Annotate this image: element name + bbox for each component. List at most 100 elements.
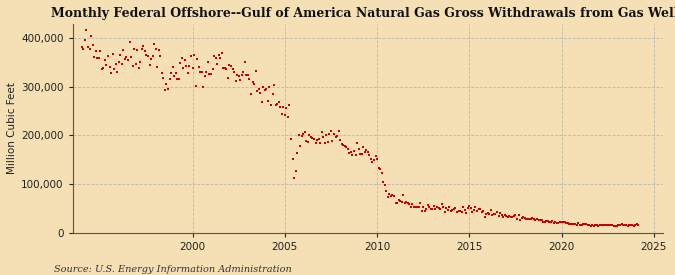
Point <box>101 63 112 67</box>
Point <box>497 214 508 219</box>
Point <box>542 219 553 223</box>
Point <box>535 218 545 222</box>
Point <box>607 223 618 227</box>
Point <box>375 167 385 171</box>
Point <box>230 79 241 84</box>
Point <box>464 204 475 208</box>
Point <box>370 154 381 158</box>
Point <box>317 129 327 134</box>
Point <box>566 221 576 226</box>
Point <box>325 129 336 134</box>
Point <box>568 222 579 226</box>
Point <box>587 223 598 227</box>
Point <box>229 70 240 74</box>
Point <box>279 112 290 117</box>
Point <box>172 77 183 81</box>
Point <box>244 77 255 82</box>
Point <box>468 208 479 212</box>
Point <box>495 211 506 215</box>
Point <box>406 204 416 209</box>
Point <box>307 136 318 141</box>
Point <box>144 63 155 67</box>
Point <box>466 205 477 210</box>
Point <box>513 213 524 217</box>
Point <box>564 222 574 226</box>
Point <box>512 216 522 221</box>
Point <box>341 145 352 149</box>
Point <box>439 210 450 215</box>
Point <box>189 53 200 57</box>
Point <box>213 53 224 57</box>
Point <box>485 208 496 212</box>
Point <box>597 223 608 227</box>
Point <box>381 189 392 193</box>
Point <box>293 133 304 137</box>
Point <box>113 60 124 64</box>
Point <box>574 223 585 227</box>
Point <box>593 224 604 228</box>
Point <box>491 210 502 214</box>
Point <box>267 92 278 96</box>
Point <box>264 85 275 89</box>
Point <box>576 223 587 228</box>
Point <box>572 223 583 227</box>
Point <box>210 56 221 60</box>
Point <box>261 87 272 92</box>
Point <box>112 70 123 74</box>
Point <box>424 205 435 209</box>
Point <box>366 157 377 161</box>
Point <box>256 99 267 104</box>
Point <box>84 47 95 51</box>
Point <box>433 206 444 210</box>
Point <box>298 132 308 137</box>
Point <box>306 135 317 139</box>
Point <box>529 217 539 221</box>
Point <box>290 168 301 173</box>
Point <box>541 218 551 223</box>
Point <box>367 160 378 165</box>
Point <box>550 219 561 224</box>
Point <box>134 65 144 70</box>
Point <box>472 209 483 213</box>
Point <box>157 70 167 75</box>
Point <box>400 201 410 205</box>
Point <box>86 34 97 38</box>
Point <box>532 217 543 221</box>
Point <box>107 52 118 56</box>
Point <box>151 47 161 51</box>
Point <box>442 208 453 212</box>
Point <box>286 137 296 141</box>
Point <box>289 176 300 180</box>
Point <box>124 39 135 44</box>
Title: Monthly Federal Offshore--Gulf of America Natural Gas Gross Withdrawals from Gas: Monthly Federal Offshore--Gulf of Americ… <box>51 7 675 20</box>
Point <box>619 223 630 227</box>
Point <box>373 166 384 170</box>
Point <box>190 83 201 88</box>
Point <box>241 73 252 78</box>
Point <box>567 222 578 226</box>
Point <box>321 133 331 137</box>
Point <box>138 43 148 48</box>
Point <box>585 223 596 228</box>
Point <box>390 201 401 205</box>
Point <box>412 205 423 210</box>
Point <box>227 67 238 71</box>
Point <box>389 194 400 198</box>
Point <box>265 103 276 108</box>
Point <box>418 205 429 209</box>
Point <box>493 214 504 219</box>
Point <box>175 61 186 65</box>
Point <box>551 220 562 225</box>
Point <box>398 193 408 197</box>
Point <box>242 73 253 78</box>
Point <box>80 38 90 42</box>
Point <box>318 135 329 139</box>
Point <box>301 139 312 144</box>
Point <box>147 54 158 59</box>
Point <box>104 65 115 70</box>
Point <box>93 55 104 60</box>
Point <box>369 157 379 162</box>
Point <box>200 73 211 78</box>
Point <box>624 223 634 227</box>
Point <box>560 220 570 224</box>
